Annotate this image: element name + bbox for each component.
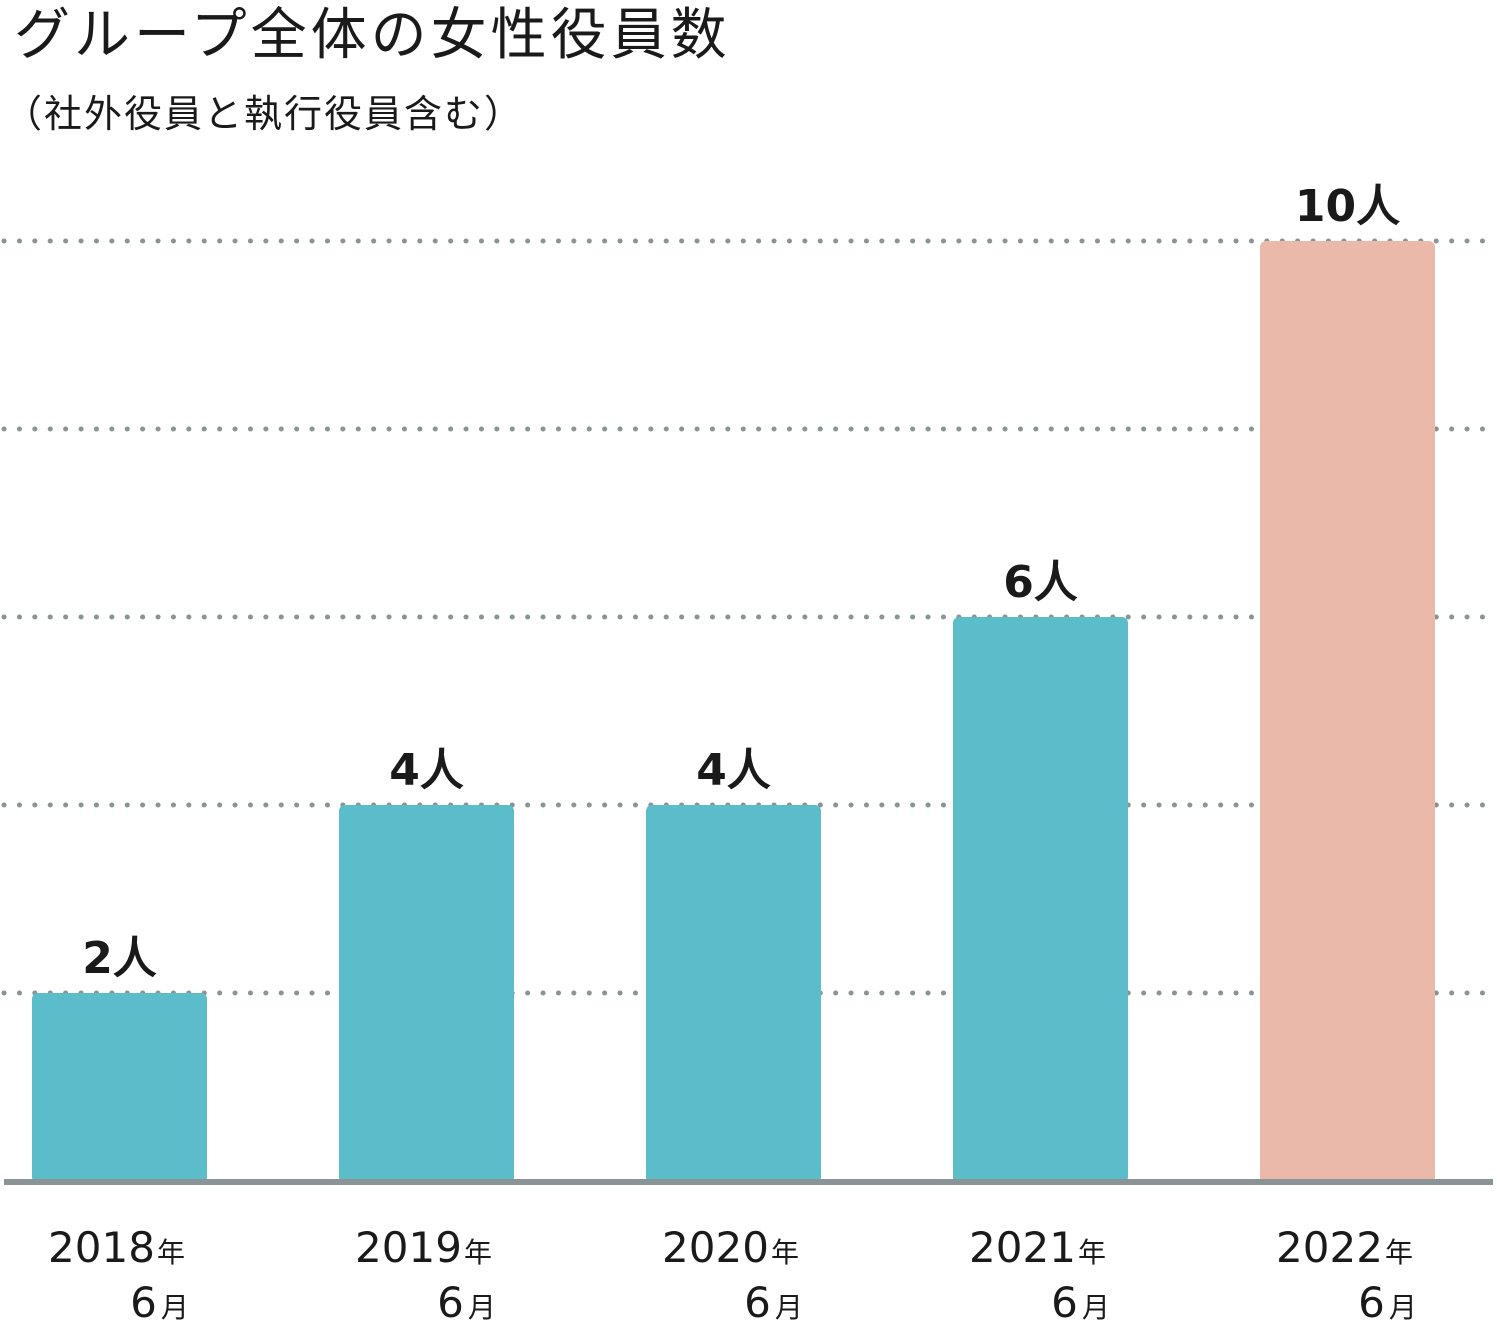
bar-2022 (1260, 241, 1435, 1183)
bar-2018 (32, 993, 207, 1183)
value-label-2021: 6人 (1003, 557, 1078, 608)
x-tick-label-2022: 2022年 (1276, 1223, 1413, 1272)
x-tick-label-2021: 2021年 (969, 1223, 1106, 1272)
bar-2020 (646, 805, 821, 1183)
x-tick-label-2019: 2019年 (355, 1223, 492, 1272)
chart-subtitle: （社外役員と執行役員含む） (4, 92, 525, 136)
bar-2019 (339, 805, 514, 1183)
value-label-2018: 2人 (82, 933, 157, 984)
x-tick-label-2020: 2020年 (662, 1223, 799, 1272)
value-label-2020: 4人 (696, 745, 771, 796)
value-label-2022: 10人 (1295, 181, 1400, 232)
bar-2021 (953, 617, 1128, 1183)
x-tick-label-2018: 2018年 (48, 1223, 185, 1272)
value-label-2019: 4人 (389, 745, 464, 796)
chart-title: グループ全体の女性役員数 (14, 3, 731, 68)
